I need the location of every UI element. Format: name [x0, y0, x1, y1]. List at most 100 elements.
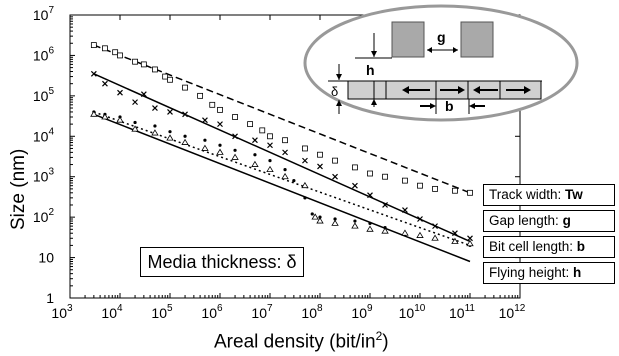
point-triangle: [281, 172, 289, 180]
point-triangle: [131, 125, 139, 132]
point-dot: [133, 120, 137, 125]
point-dot: [292, 179, 296, 183]
point-square: [467, 189, 473, 196]
point-cross: [117, 89, 123, 96]
point-cross: [317, 163, 323, 170]
point-cross: [252, 137, 258, 144]
point-square: [112, 49, 119, 56]
point-triangle: [366, 225, 374, 232]
x-tick-label: 109: [351, 303, 373, 321]
point-triangle: [381, 227, 389, 234]
point-square: [417, 182, 423, 189]
point-dot: [353, 219, 357, 223]
point-cross: [167, 109, 173, 115]
point-dot: [303, 196, 307, 200]
thickness-label: δ: [331, 84, 338, 99]
point-triangle: [166, 134, 174, 141]
x-tick-label: 1011: [449, 303, 475, 321]
point-triangle: [331, 219, 339, 226]
point-square: [402, 177, 408, 184]
y-tick-label: 106: [33, 45, 55, 63]
height-arrowhead: [371, 99, 377, 105]
point-dot: [368, 221, 372, 226]
point-cross: [282, 149, 288, 156]
point-triangle: [431, 234, 439, 241]
point-cross: [467, 235, 473, 242]
head-media-schematic: g h δ b: [303, 4, 579, 122]
point-dot: [283, 167, 287, 172]
point-dot: [203, 138, 207, 142]
point-square: [367, 170, 373, 177]
y-tick-label: 1: [46, 290, 54, 306]
point-dot: [310, 212, 314, 216]
point-cross: [332, 173, 338, 180]
point-cross: [152, 105, 158, 111]
point-square: [432, 185, 438, 192]
point-square: [232, 114, 238, 120]
gap-label: g: [437, 29, 446, 45]
point-triangle: [301, 181, 309, 189]
point-triangle: [151, 129, 159, 136]
point-square: [317, 151, 323, 158]
point-cross: [267, 142, 273, 149]
thickness-arrowhead: [336, 100, 342, 106]
point-cross: [352, 182, 358, 189]
point-cross: [302, 157, 308, 164]
point-triangle: [351, 222, 359, 229]
point-square: [247, 121, 254, 128]
trend-line-triangle: [93, 113, 471, 263]
tick-labels: 103 104 105 106 107 108 109 1010 1011 1012 1 10 102 1…: [33, 5, 526, 321]
point-triangle: [316, 217, 324, 224]
head-pole-left: [391, 21, 425, 58]
point-triangle: [231, 153, 239, 160]
thickness-arrowhead: [336, 74, 342, 80]
x-tick-label: 104: [101, 303, 123, 321]
x-tick-label: 108: [301, 303, 323, 321]
point-triangle: [466, 239, 474, 247]
point-dot: [253, 153, 257, 157]
point-cross: [452, 230, 458, 237]
point-square: [332, 157, 338, 164]
point-square: [132, 58, 138, 65]
bit-label: b: [445, 98, 454, 114]
point-square: [152, 66, 158, 73]
point-dot: [233, 148, 237, 152]
point-square: [140, 61, 147, 68]
point-cross: [402, 207, 408, 213]
point-triangle: [116, 116, 124, 123]
point-triangle: [181, 138, 189, 145]
point-square: [90, 42, 97, 49]
point-square: [382, 173, 388, 180]
point-triangle: [101, 113, 109, 120]
point-cross: [140, 91, 147, 98]
point-triangle: [201, 144, 209, 151]
point-square: [267, 133, 273, 140]
point-dot: [333, 217, 337, 221]
point-dot: [153, 124, 157, 128]
point-square: [162, 73, 169, 80]
y-tick-label: 102: [33, 207, 55, 225]
legend-gap-length: Gap length: g: [483, 210, 615, 232]
y-tick-label: 10: [38, 250, 54, 266]
point-cross: [367, 192, 373, 199]
magnetization-arrowhead: [402, 86, 409, 94]
point-cross: [217, 121, 223, 128]
x-tick-label: 106: [201, 303, 223, 321]
y-axis-title: Size (nm): [8, 148, 29, 230]
point-cross: [182, 111, 188, 118]
x-tick-label: 107: [251, 303, 273, 321]
height-arrowhead: [371, 51, 377, 57]
magnetization-arrowhead: [524, 86, 531, 94]
point-dot: [318, 215, 322, 219]
magnetization-arrowhead: [458, 86, 465, 94]
point-square: [217, 106, 223, 113]
y-tick-label: 104: [33, 126, 55, 144]
legend-track-width: Track width: Tw: [483, 184, 615, 206]
point-cross: [202, 117, 208, 124]
point-square: [197, 92, 204, 99]
point-dot: [183, 134, 187, 138]
magnetization-arrowhead: [473, 86, 480, 94]
x-tick-label: 103: [51, 303, 73, 321]
point-cross: [232, 133, 238, 140]
